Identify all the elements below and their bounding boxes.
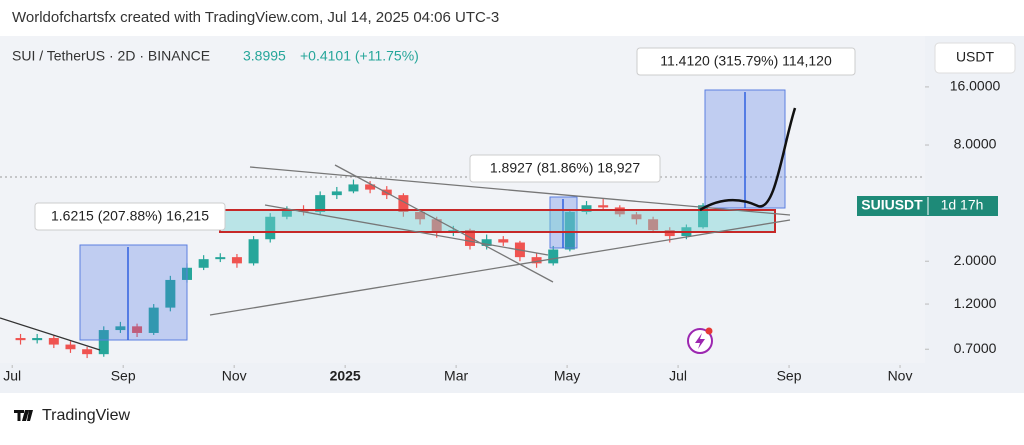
candle-body [631, 214, 642, 220]
candle-body [248, 239, 259, 264]
candle-body [331, 191, 342, 196]
candle-body [348, 184, 359, 192]
y-tick-label: 0.7000 [954, 340, 997, 356]
candle-body [32, 338, 43, 341]
candle-body [415, 211, 426, 220]
candle-body [398, 195, 409, 212]
candle-body [281, 209, 292, 217]
candle-body [365, 184, 376, 190]
candle-body [231, 257, 242, 264]
measure-box [79, 244, 188, 341]
projection-curve [699, 107, 797, 212]
trend-line [249, 166, 791, 216]
x-tick-label: 2025 [330, 368, 361, 384]
candle-body [581, 205, 592, 212]
alert-dot [705, 327, 713, 335]
annotation-box [34, 202, 226, 231]
y-tick-label: 8.0000 [954, 136, 997, 152]
annotation: 11.4120 (315.79%) 114,120 [660, 53, 832, 69]
trend-line [0, 317, 101, 351]
x-tick-label: Mar [444, 368, 468, 384]
candle-body [664, 230, 675, 237]
y-tick-label: 16.0000 [950, 78, 1001, 94]
candle-body [265, 216, 276, 240]
alert-bolt [695, 333, 705, 349]
candle-body [15, 338, 26, 341]
candle-body [698, 205, 709, 228]
x-tick-label: Sep [777, 368, 802, 384]
x-tick-label: Nov [888, 368, 913, 384]
zone-box [219, 209, 776, 233]
candle-body [82, 349, 93, 355]
symbol-label: SUIUSDT [861, 197, 923, 213]
candle-body [531, 257, 542, 264]
candle-body [648, 219, 659, 231]
x-tick-label: Nov [222, 368, 247, 384]
symbol-title: SUI / TetherUS · 2D · BINANCE [12, 48, 210, 64]
price-change: +0.4101 (+11.75%) [300, 48, 419, 64]
candle-body [65, 344, 76, 350]
annotation: 1.6215 (207.88%) 16,215 [51, 208, 209, 224]
candle-body [198, 259, 209, 268]
candle-body [564, 211, 575, 250]
candle-body [498, 239, 509, 243]
candle-body [148, 307, 159, 333]
candle-body [165, 279, 176, 308]
candle-body [115, 326, 126, 331]
header: Worldofchartsfx created with TradingView… [12, 9, 499, 26]
candle-body [315, 195, 326, 212]
trend-line [264, 204, 549, 256]
candle-body [598, 205, 609, 208]
trend-line [209, 219, 791, 316]
footer: TradingView [42, 407, 130, 424]
last-price: 3.8995 [243, 48, 286, 64]
candle-body [548, 249, 559, 264]
candle-body [132, 326, 143, 333]
candle-body [431, 219, 442, 234]
trend-line [334, 164, 554, 283]
candle-body [215, 257, 226, 260]
drawings: 11.4120 (315.79%) 114,120 1.8927 (81.86%… [0, 47, 925, 354]
candle-body [481, 239, 492, 246]
candle-body [48, 338, 59, 345]
plot [15, 179, 709, 359]
annotation: 1.8927 (81.86%) 18,927 [490, 160, 640, 176]
y-tick-label: 2.0000 [954, 252, 997, 268]
currency: USDT [956, 49, 995, 65]
annotation-box [636, 47, 856, 76]
x-tick-label: Jul [669, 368, 687, 384]
x-tick-label: May [554, 368, 580, 384]
annotation-box [469, 154, 661, 183]
currency-button[interactable] [934, 42, 1016, 74]
tv-logo [14, 410, 33, 421]
x-tick-label: Sep [111, 368, 136, 384]
y-tick-label: 1.2000 [954, 295, 997, 311]
countdown: 1d 17h [941, 197, 984, 213]
x-tick-label: Jul [3, 368, 21, 384]
candle-body [98, 330, 109, 355]
